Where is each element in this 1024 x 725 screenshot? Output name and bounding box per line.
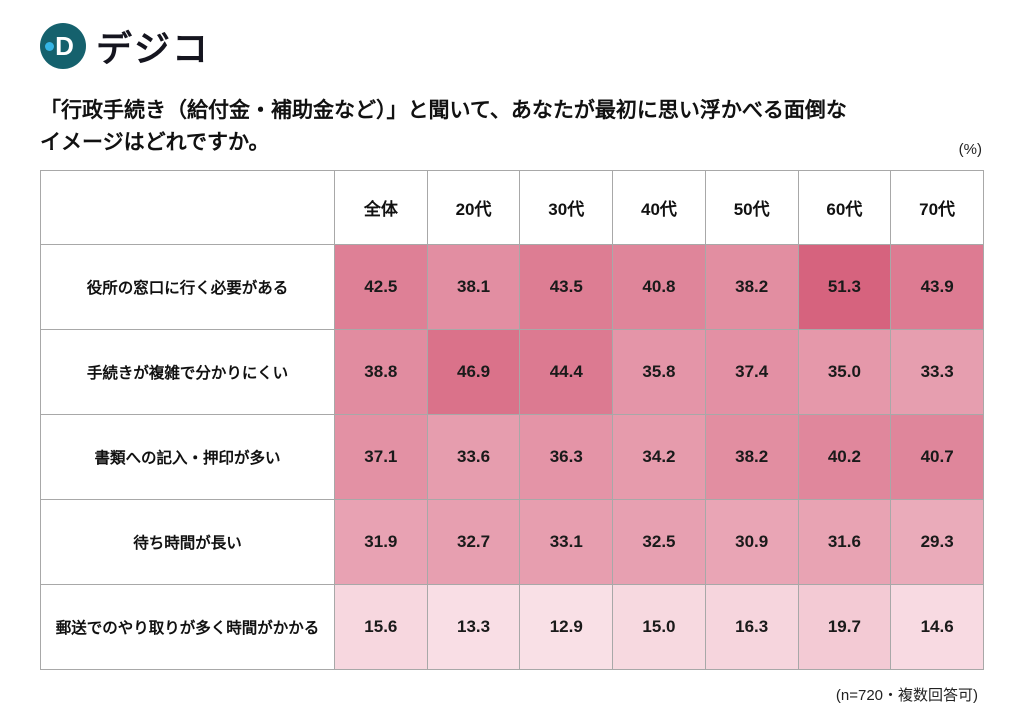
dejico-logo: D デジコ [40, 20, 210, 72]
value-cell: 37.4 [704, 329, 799, 415]
value-cell: 32.7 [426, 499, 521, 585]
dejico-logo-icon: D [40, 23, 86, 69]
column-header-3: 30代 [519, 170, 614, 245]
value-cell: 36.3 [519, 414, 614, 500]
value-cell: 34.2 [612, 414, 706, 500]
value-cell: 40.2 [797, 414, 892, 500]
value-cell: 15.0 [612, 584, 706, 670]
row-label: 手続きが複雑で分かりにくい [40, 329, 335, 415]
value-cell: 37.1 [334, 414, 428, 500]
value-cell: 35.0 [797, 329, 892, 415]
value-cell: 40.7 [890, 414, 984, 500]
table-row: 待ち時間が長い 31.9 32.7 33.1 32.5 30.9 31.6 29.3 [40, 499, 984, 585]
value-cell: 31.9 [334, 499, 428, 585]
value-cell: 40.8 [612, 244, 706, 330]
column-header-4: 40代 [612, 170, 706, 245]
value-cell: 31.6 [797, 499, 892, 585]
unit-label: (%) [958, 141, 982, 158]
title-line-1: 「行政手続き（給付金・補助金など）」と聞いて、あなたが最初に思い浮かべる面倒な [40, 99, 847, 122]
value-cell: 14.6 [890, 584, 984, 670]
value-cell: 38.2 [704, 244, 799, 330]
value-cell: 16.3 [704, 584, 799, 670]
title-line-2: イメージはどれですか。 [40, 130, 270, 154]
value-cell: 13.3 [426, 584, 521, 670]
value-cell: 51.3 [797, 244, 892, 330]
row-label: 役所の窓口に行く必要がある [40, 244, 335, 330]
heatmap-table: 全体 20代 30代 40代 50代 60代 70代 役所の窓口に行く必要がある 42.5 38… [40, 170, 984, 670]
value-cell: 29.3 [890, 499, 984, 585]
value-cell: 12.9 [519, 584, 614, 670]
corner-cell [40, 170, 335, 245]
value-cell: 44.4 [519, 329, 614, 415]
value-cell: 46.9 [426, 329, 521, 415]
column-header-1: 全体 [334, 170, 428, 245]
row-label: 書類への記入・押印が多い [40, 414, 335, 500]
table-row: 書類への記入・押印が多い 37.1 33.6 36.3 34.2 38.2 40.2 40.7 [40, 414, 984, 500]
column-header-7: 70代 [890, 170, 984, 245]
value-cell: 30.9 [704, 499, 799, 585]
logo-text: デジコ [96, 28, 211, 69]
column-header-6: 60代 [797, 170, 892, 245]
value-cell: 38.8 [334, 329, 428, 415]
row-label: 郵送でのやり取りが多く時間がかかる [40, 584, 335, 670]
row-label: 待ち時間が長い [40, 499, 335, 585]
value-cell: 42.5 [334, 244, 428, 330]
value-cell: 35.8 [612, 329, 706, 415]
logo-letter: D [55, 31, 74, 61]
value-cell: 15.6 [334, 584, 428, 670]
value-cell: 43.5 [519, 244, 614, 330]
value-cell: 33.3 [890, 329, 984, 415]
column-header-2: 20代 [426, 170, 521, 245]
header-row: 全体 20代 30代 40代 50代 60代 70代 [40, 170, 984, 245]
value-cell: 19.7 [797, 584, 892, 670]
table-row: 手続きが複雑で分かりにくい 38.8 46.9 44.4 35.8 37.4 35.0 33.… [40, 329, 984, 415]
value-cell: 38.1 [426, 244, 521, 330]
value-cell: 43.9 [890, 244, 984, 330]
table-row: 郵送でのやり取りが多く時間がかかる 15.6 13.3 12.9 15.0 16.3 19.… [40, 584, 984, 670]
value-cell: 32.5 [612, 499, 706, 585]
column-header-5: 50代 [704, 170, 799, 245]
value-cell: 33.6 [426, 414, 521, 500]
value-cell: 33.1 [519, 499, 614, 585]
value-cell: 38.2 [704, 414, 799, 500]
survey-question-title: 「行政手続き（給付金・補助金など）」と聞いて、あなたが最初に思い浮かべる面倒な … [40, 95, 970, 158]
table-row: 役所の窓口に行く必要がある 42.5 38.1 43.5 40.8 38.2 51.3 43.… [40, 244, 984, 330]
logo-dot [45, 42, 54, 51]
footnote: (n=720・複数回答可) [835, 687, 978, 704]
